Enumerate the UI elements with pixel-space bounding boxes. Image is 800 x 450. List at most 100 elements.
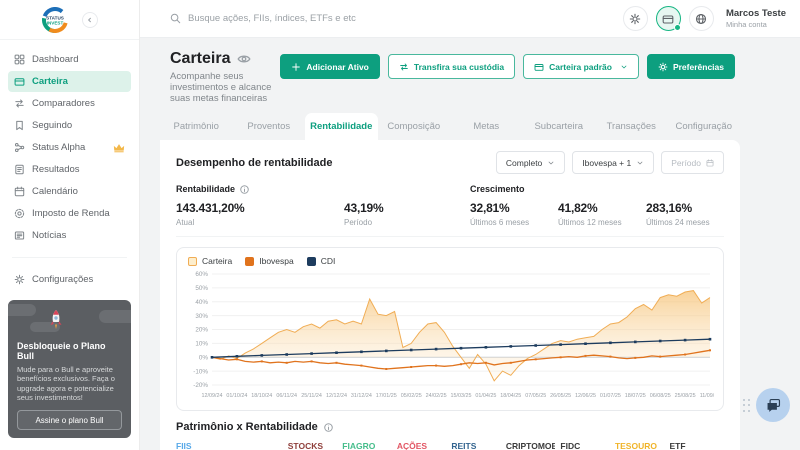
alloc-name: FIIS [176, 441, 283, 450]
info-icon[interactable] [324, 423, 333, 432]
alloc-name: CRIPTOMOE... [506, 441, 556, 450]
user-menu[interactable]: Marcos Teste Minha conta [726, 8, 786, 29]
svg-text:05/02/25: 05/02/25 [401, 393, 422, 399]
cloud-shape [8, 304, 36, 316]
chevron-left-icon [86, 16, 94, 24]
alloc-name: TESOURO [615, 441, 665, 450]
calendar-icon [706, 159, 714, 167]
sidebar-item-calendario[interactable]: Calendário [8, 181, 131, 202]
sidebar-item-label: Imposto de Renda [32, 208, 110, 219]
legend-label: Ibovespa [259, 256, 294, 266]
alloc-name: STOCKS [288, 441, 338, 450]
tab-transacoes[interactable]: Transações [595, 113, 668, 140]
svg-text:24/02/25: 24/02/25 [426, 393, 447, 399]
legend-carteira[interactable]: Carteira [188, 256, 232, 266]
alloc-col-stocks[interactable]: STOCKSPatrimônio12,60%Rentabilidade159.2… [288, 441, 343, 450]
transfira-sua-custodia-button[interactable]: Transfira sua custódia [388, 54, 515, 79]
stat-periodo: 43,19% Período [344, 201, 452, 227]
chevron-down-icon [636, 159, 644, 167]
stat-value: 43,19% [344, 201, 452, 215]
sidebar-item-label: Comparadores [32, 98, 95, 109]
tab-proventos[interactable]: Proventos [233, 113, 306, 140]
cloud-shape [99, 310, 131, 323]
tab-metas[interactable]: Metas [450, 113, 523, 140]
filter-periodo[interactable]: Período [661, 151, 724, 174]
display-settings-button[interactable] [623, 6, 648, 31]
stat-12-meses: 41,82% Últimos 12 meses [558, 201, 646, 227]
sidebar-item-seguindo[interactable]: Seguindo [8, 115, 131, 136]
svg-text:12/09/24: 12/09/24 [202, 393, 223, 399]
svg-text:12/06/25: 12/06/25 [575, 393, 596, 399]
eye-icon[interactable] [237, 52, 251, 66]
legend-ibovespa[interactable]: Ibovespa [245, 256, 294, 266]
tax-seal-icon [14, 208, 25, 219]
filter-label: Ibovespa + 1 [582, 158, 631, 168]
alloc-name: ETF [669, 441, 719, 450]
alloc-col-content: CRIPTOMOE...Patrimônio3,60%Rentabilidade… [506, 441, 561, 450]
alloc-col-acoes[interactable]: AÇÕESPatrimônio10,85%Rentabilidade-94,65… [397, 441, 452, 450]
tab-configuracao[interactable]: Configuração [668, 113, 741, 140]
sidebar-item-imposto-de-renda[interactable]: Imposto de Renda [8, 203, 131, 224]
tab-patrimonio[interactable]: Patrimônio [160, 113, 233, 140]
subscribe-bull-button[interactable]: Assine o plano Bull [17, 410, 122, 430]
sidebar-item-label: Configurações [32, 274, 93, 285]
alloc-col-fiis[interactable]: FIISPatrimônio49,98%Rentabilidade165,85% [176, 441, 288, 450]
alloc-col-content: REITSPatrimônio6,82%Rentabilidade-69,08% [451, 441, 506, 450]
preferencias-button[interactable]: Preferências [647, 54, 735, 79]
legend-cdi[interactable]: CDI [307, 256, 336, 266]
alloc-col-etf[interactable]: ETFPatrimônio0,72%Rentabilidade66,74% [669, 441, 724, 450]
sidebar-item-label: Carteira [32, 76, 68, 87]
alloc-col-fiagro[interactable]: FIAGROPatrimônio11,98%Rentabilidade9,41% [342, 441, 397, 450]
performance-chart[interactable]: -20%-10%0%10%20%30%40%50%60%12/09/2401/1… [186, 269, 714, 401]
svg-text:12/12/24: 12/12/24 [326, 393, 347, 399]
tab-rentabilidade[interactable]: Rentabilidade [305, 113, 378, 140]
alloc-col-content: ETFPatrimônio0,72%Rentabilidade66,74% [669, 441, 724, 450]
chat-button[interactable] [756, 388, 790, 422]
legend-swatch [245, 257, 254, 266]
card-title: Desempenho de rentabilidade [176, 157, 332, 169]
sidebar-item-configuracoes[interactable]: Configurações [8, 269, 131, 290]
filter-completo[interactable]: Completo [496, 151, 565, 174]
chart-legend: Carteira Ibovespa CDI [188, 256, 714, 266]
sidebar-item-status-alpha[interactable]: Status Alpha [8, 137, 131, 158]
alloc-name: FIDC [560, 441, 610, 450]
carteira-padrao-button[interactable]: Carteira padrão [523, 54, 639, 79]
alloc-col-content: FIISPatrimônio49,98%Rentabilidade165,85% [176, 441, 288, 450]
alloc-col-reits[interactable]: REITSPatrimônio6,82%Rentabilidade-69,08% [451, 441, 506, 450]
alloc-col-criptomoe[interactable]: CRIPTOMOE...Patrimônio3,60%Rentabilidade… [506, 441, 561, 450]
online-dot [674, 24, 681, 31]
adicionar-ativo-button[interactable]: Adicionar Ativo [280, 54, 380, 79]
stat-6-meses: 32,81% Últimos 6 meses [470, 201, 558, 227]
sidebar-collapse-button[interactable] [82, 12, 98, 28]
tab-subcarteira[interactable]: Subcarteira [523, 113, 596, 140]
svg-text:50%: 50% [195, 285, 208, 292]
sidebar-item-resultados[interactable]: Resultados [8, 159, 131, 180]
info-icon[interactable] [240, 185, 249, 194]
sidebar-item-carteira[interactable]: Carteira [8, 71, 131, 92]
globe-button[interactable] [689, 6, 714, 31]
results-doc-icon [14, 164, 25, 175]
button-label: Preferências [673, 62, 724, 72]
drag-handle[interactable] [743, 399, 751, 413]
alloc-col-tesouro[interactable]: TESOUROPatrimônio0,97%Rentabilidade8,39% [615, 441, 670, 450]
stat-24-meses: 283,16% Últimos 24 meses [646, 201, 734, 227]
svg-text:06/11/24: 06/11/24 [276, 393, 297, 399]
stat-value: 143.431,20% [176, 201, 344, 215]
sidebar-item-comparadores[interactable]: Comparadores [8, 93, 131, 114]
sidebar-item-dashboard[interactable]: Dashboard [8, 49, 131, 70]
alloc-col-content: FIDCPatrimônio1,45%Rentabilidade2,19% [560, 441, 615, 450]
svg-text:26/05/25: 26/05/25 [550, 393, 571, 399]
search-input[interactable] [188, 13, 448, 24]
sidebar-divider [12, 257, 127, 258]
alloc-col-content: STOCKSPatrimônio12,60%Rentabilidade159.2… [288, 441, 343, 450]
sidebar-bottom-nav: Configurações [0, 268, 139, 291]
tab-composicao[interactable]: Composição [378, 113, 451, 140]
sidebar-item-noticias[interactable]: Notícias [8, 225, 131, 246]
filter-ibovespa-1[interactable]: Ibovespa + 1 [572, 151, 654, 174]
wallet-quick-button[interactable] [656, 6, 681, 31]
svg-text:0%: 0% [199, 354, 209, 361]
sidebar-item-label: Status Alpha [32, 142, 85, 153]
crescimento-group: Crescimento 32,81% Últimos 6 meses 41,82… [470, 184, 734, 227]
svg-text:01/07/25: 01/07/25 [600, 393, 621, 399]
alloc-col-fidc[interactable]: FIDCPatrimônio1,45%Rentabilidade2,19% [560, 441, 615, 450]
